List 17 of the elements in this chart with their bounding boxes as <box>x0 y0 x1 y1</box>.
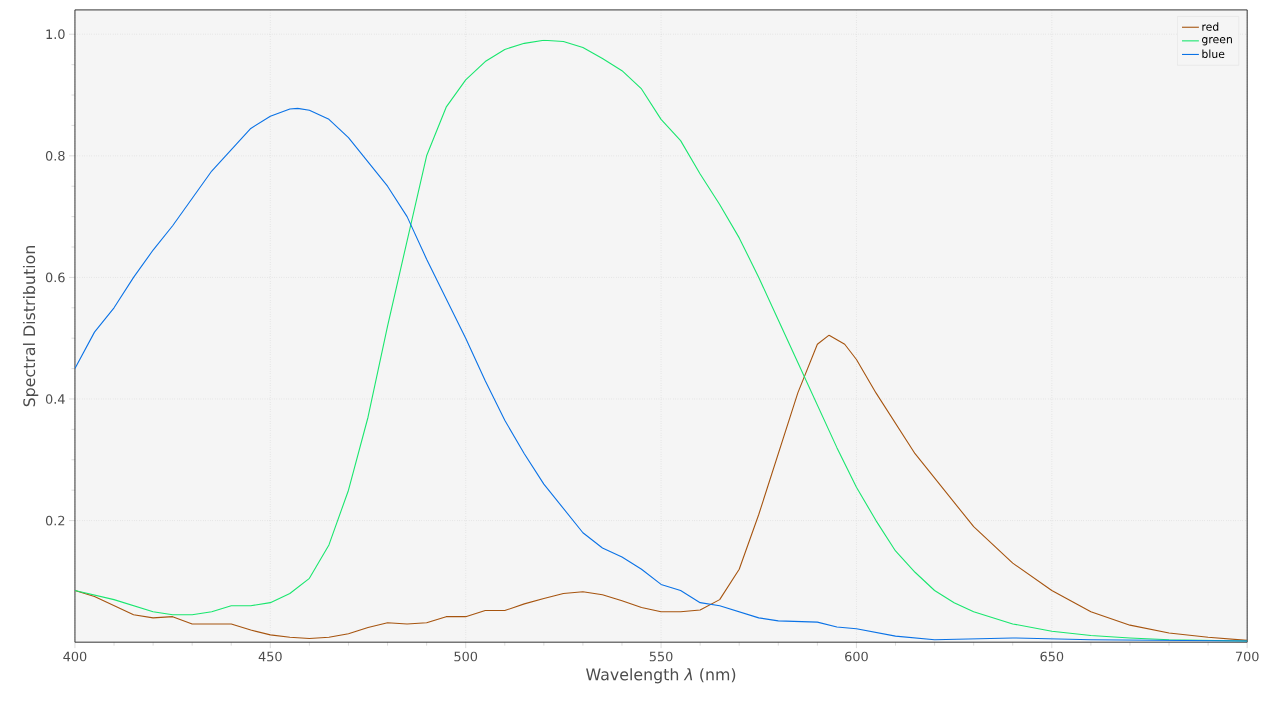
y-tick-label: 0.4 <box>45 394 65 404</box>
legend-label: blue <box>1202 49 1225 59</box>
legend-label: green <box>1202 37 1232 46</box>
legend-label: red <box>1202 22 1219 31</box>
x-axis-title: Wavelength λ (nm) <box>586 668 736 684</box>
x-tick-label: 600 <box>845 651 868 662</box>
x-tick-label: 500 <box>454 651 478 662</box>
y-tick-label: 1.0 <box>46 29 65 40</box>
x-tick-label: 550 <box>649 651 673 662</box>
y-axis-title: Spectral Distribution <box>22 246 39 407</box>
x-tick-label: 700 <box>1235 651 1259 662</box>
y-tick-label: 0.2 <box>45 515 65 526</box>
y-tick-label: 0.6 <box>45 272 65 283</box>
x-tick-label: 450 <box>258 651 282 662</box>
x-tick-label: 400 <box>63 651 87 662</box>
y-tick-label: 0.8 <box>45 151 65 161</box>
x-tick-label: 650 <box>1040 651 1064 662</box>
